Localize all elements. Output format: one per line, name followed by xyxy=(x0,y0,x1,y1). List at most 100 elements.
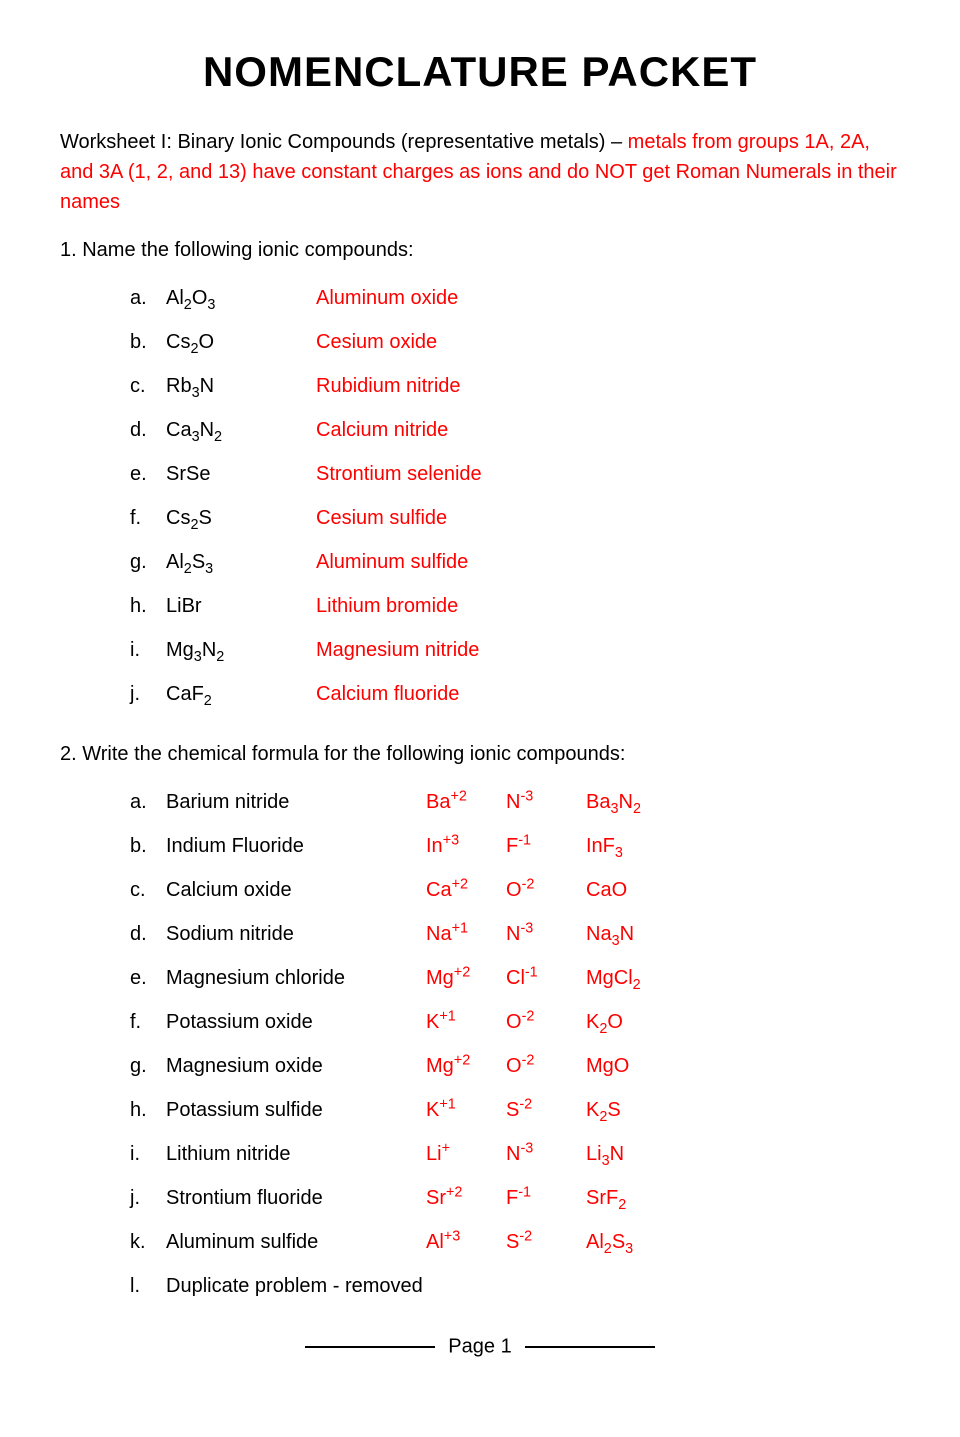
item-letter: j. xyxy=(130,1183,166,1213)
compound-name-answer: Magnesium nitride xyxy=(316,635,479,665)
item-letter: b. xyxy=(130,327,166,357)
compound-name: Duplicate problem - removed xyxy=(166,1271,426,1301)
formula-answer: MgCl2 xyxy=(586,963,641,993)
footer-rule-right xyxy=(525,1346,655,1348)
compound-name: Calcium oxide xyxy=(166,875,426,905)
list-item: l.Duplicate problem - removed xyxy=(130,1271,900,1301)
formula-answer: Li3N xyxy=(586,1139,624,1169)
list-item: h.LiBrLithium bromide xyxy=(130,591,900,621)
formula-answer: CaO xyxy=(586,875,627,905)
chemical-formula: Ca3N2 xyxy=(166,415,316,445)
list-item: c.Rb3NRubidium nitride xyxy=(130,371,900,401)
anion: F-1 xyxy=(506,1183,586,1213)
compound-name-answer: Calcium fluoride xyxy=(316,679,459,709)
compound-name: Magnesium oxide xyxy=(166,1051,426,1081)
list-item: i.Lithium nitrideLi+N-3Li3N xyxy=(130,1139,900,1169)
list-item: a.Barium nitrideBa+2N-3Ba3N2 xyxy=(130,787,900,817)
anion: S-2 xyxy=(506,1227,586,1257)
item-letter: h. xyxy=(130,591,166,621)
formula-answer: MgO xyxy=(586,1051,629,1081)
item-letter: d. xyxy=(130,415,166,445)
chemical-formula: Al2S3 xyxy=(166,547,316,577)
cation: Ca+2 xyxy=(426,875,506,905)
compound-name-answer: Calcium nitride xyxy=(316,415,448,445)
anion: N-3 xyxy=(506,1139,586,1169)
item-letter: a. xyxy=(130,787,166,817)
cation: Na+1 xyxy=(426,919,506,949)
list-item: g.Magnesium oxideMg+2O-2MgO xyxy=(130,1051,900,1081)
chemical-formula: CaF2 xyxy=(166,679,316,709)
compound-name: Lithium nitride xyxy=(166,1139,426,1169)
item-letter: e. xyxy=(130,963,166,993)
compound-name: Strontium fluoride xyxy=(166,1183,426,1213)
compound-name: Indium Fluoride xyxy=(166,831,426,861)
cation: Sr+2 xyxy=(426,1183,506,1213)
anion: F-1 xyxy=(506,831,586,861)
cation: K+1 xyxy=(426,1095,506,1125)
list-item: e.Magnesium chlorideMg+2Cl-1MgCl2 xyxy=(130,963,900,993)
cation: In+3 xyxy=(426,831,506,861)
anion: O-2 xyxy=(506,875,586,905)
anion: S-2 xyxy=(506,1095,586,1125)
anion: O-2 xyxy=(506,1007,586,1037)
formula-answer: K2S xyxy=(586,1095,621,1125)
item-letter: f. xyxy=(130,503,166,533)
list-item: e.SrSeStrontium selenide xyxy=(130,459,900,489)
list-item: f.Potassium oxideK+1O-2K2O xyxy=(130,1007,900,1037)
item-letter: k. xyxy=(130,1227,166,1257)
chemical-formula: Mg3N2 xyxy=(166,635,316,665)
formula-answer: Ba3N2 xyxy=(586,787,641,817)
item-letter: a. xyxy=(130,283,166,313)
chemical-formula: Cs2O xyxy=(166,327,316,357)
formula-answer: Al2S3 xyxy=(586,1227,633,1257)
list-item: i.Mg3N2Magnesium nitride xyxy=(130,635,900,665)
compound-name: Potassium sulfide xyxy=(166,1095,426,1125)
question-1-list: a.Al2O3Aluminum oxide b.Cs2OCesium oxide c… xyxy=(130,283,900,709)
compound-name: Potassium oxide xyxy=(166,1007,426,1037)
cation: Mg+2 xyxy=(426,1051,506,1081)
item-letter: h. xyxy=(130,1095,166,1125)
compound-name: Sodium nitride xyxy=(166,919,426,949)
chemical-formula: SrSe xyxy=(166,459,316,489)
item-letter: j. xyxy=(130,679,166,709)
cation: Al+3 xyxy=(426,1227,506,1257)
question-2-list: a.Barium nitrideBa+2N-3Ba3N2 b.Indium Flu… xyxy=(130,787,900,1301)
list-item: j.CaF2Calcium fluoride xyxy=(130,679,900,709)
cation: K+1 xyxy=(426,1007,506,1037)
list-item: a.Al2O3Aluminum oxide xyxy=(130,283,900,313)
compound-name: Aluminum sulfide xyxy=(166,1227,426,1257)
compound-name-answer: Strontium selenide xyxy=(316,459,482,489)
compound-name-answer: Cesium sulfide xyxy=(316,503,447,533)
formula-answer: InF3 xyxy=(586,831,623,861)
anion: Cl-1 xyxy=(506,963,586,993)
item-letter: i. xyxy=(130,1139,166,1169)
list-item: f.Cs2SCesium sulfide xyxy=(130,503,900,533)
list-item: j.Strontium fluorideSr+2F-1SrF2 xyxy=(130,1183,900,1213)
question-1-heading: 1. Name the following ionic compounds: xyxy=(60,235,900,265)
chemical-formula: Cs2S xyxy=(166,503,316,533)
list-item: b.Cs2OCesium oxide xyxy=(130,327,900,357)
list-item: d.Ca3N2Calcium nitride xyxy=(130,415,900,445)
page-number: Page 1 xyxy=(448,1336,511,1358)
cation: Mg+2 xyxy=(426,963,506,993)
compound-name-answer: Cesium oxide xyxy=(316,327,437,357)
compound-name: Magnesium chloride xyxy=(166,963,426,993)
question-2-heading: 2. Write the chemical formula for the fo… xyxy=(60,739,900,769)
list-item: k.Aluminum sulfideAl+3S-2Al2S3 xyxy=(130,1227,900,1257)
item-letter: f. xyxy=(130,1007,166,1037)
anion: O-2 xyxy=(506,1051,586,1081)
formula-answer: K2O xyxy=(586,1007,623,1037)
worksheet-intro: Worksheet I: Binary Ionic Compounds (rep… xyxy=(60,127,900,217)
formula-answer: Na3N xyxy=(586,919,634,949)
item-letter: d. xyxy=(130,919,166,949)
compound-name-answer: Aluminum sulfide xyxy=(316,547,468,577)
intro-plain: Worksheet I: Binary Ionic Compounds (rep… xyxy=(60,131,628,153)
chemical-formula: Al2O3 xyxy=(166,283,316,313)
item-letter: b. xyxy=(130,831,166,861)
list-item: h.Potassium sulfideK+1S-2K2S xyxy=(130,1095,900,1125)
cation: Ba+2 xyxy=(426,787,506,817)
anion: N-3 xyxy=(506,787,586,817)
item-letter: c. xyxy=(130,875,166,905)
page-footer: Page 1 xyxy=(60,1331,900,1362)
footer-rule-left xyxy=(305,1346,435,1348)
